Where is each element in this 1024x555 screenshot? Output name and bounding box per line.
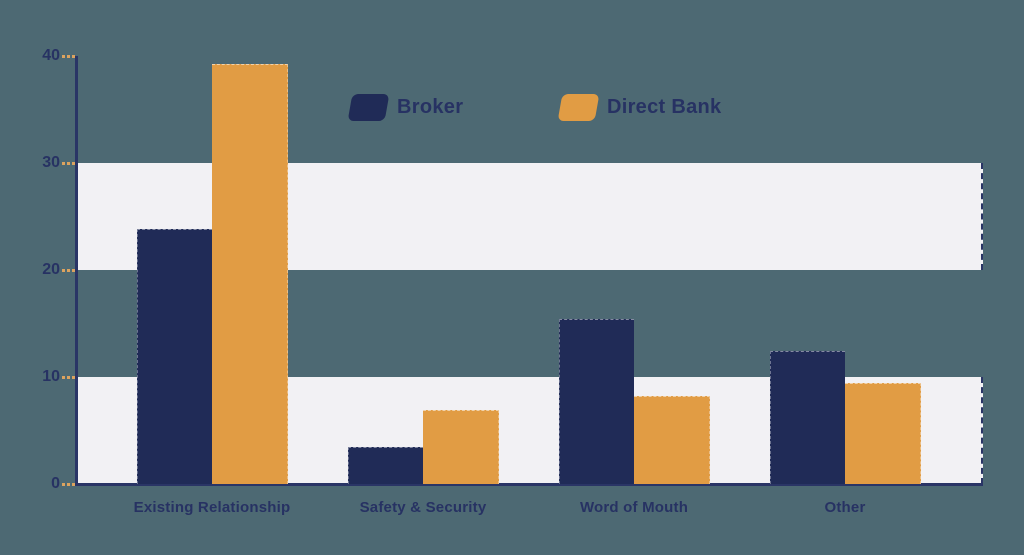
- category-label: Word of Mouth: [579, 499, 689, 516]
- bar-group: [770, 0, 921, 484]
- y-tick-label: 0: [51, 475, 60, 492]
- y-tick-label: 40: [42, 47, 60, 64]
- y-tick-label: 30: [42, 154, 60, 171]
- legend: Broker Direct Bank: [0, 93, 1024, 123]
- y-axis-line: [75, 56, 78, 486]
- broker-swatch-icon: [347, 93, 390, 121]
- bar-direct-bank: [845, 383, 921, 484]
- category-label: Existing Relationship: [133, 499, 291, 516]
- bar-group: [137, 0, 288, 484]
- broker-legend-label: Broker: [397, 95, 464, 118]
- y-tick-mark: [62, 376, 75, 379]
- bar-direct-bank: [423, 410, 499, 484]
- legend-item-broker: Broker: [347, 93, 464, 121]
- bar-broker: [770, 351, 845, 484]
- bar-broker: [559, 319, 634, 484]
- y-tick-mark: [62, 483, 75, 486]
- category-label: Other: [824, 499, 866, 516]
- direct-bank-swatch-icon: [557, 93, 600, 121]
- legend-item-direct-bank: Direct Bank: [557, 93, 722, 121]
- y-tick-mark: [62, 55, 75, 58]
- category-label: Safety & Security: [359, 499, 487, 516]
- x-axis-line: [75, 483, 983, 486]
- bar-broker: [348, 446, 423, 484]
- y-tick-mark: [62, 162, 75, 165]
- y-tick-label: 20: [42, 261, 60, 278]
- bar-group: [559, 0, 710, 484]
- bar-group: [348, 0, 499, 484]
- direct-bank-legend-label: Direct Bank: [607, 95, 722, 118]
- bar-direct-bank: [212, 63, 288, 484]
- y-tick-label: 10: [42, 368, 60, 385]
- y-tick-mark: [62, 269, 75, 272]
- bar-broker: [137, 229, 212, 484]
- bar-direct-bank: [634, 396, 710, 484]
